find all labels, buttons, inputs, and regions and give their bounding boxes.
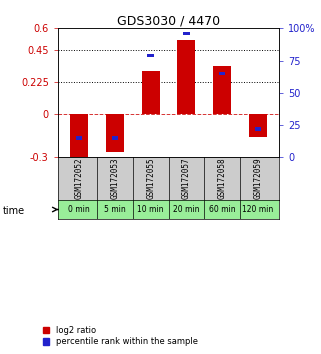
Bar: [255, 127, 261, 131]
Text: 0 min: 0 min: [68, 205, 90, 214]
Title: GDS3030 / 4470: GDS3030 / 4470: [117, 14, 220, 27]
Text: 5 min: 5 min: [104, 205, 126, 214]
Text: GSM172058: GSM172058: [218, 158, 227, 199]
Text: 10 min: 10 min: [137, 205, 164, 214]
Bar: [178, 40, 195, 114]
Bar: [213, 65, 231, 114]
Bar: [142, 71, 160, 114]
Bar: [249, 114, 267, 137]
Text: time: time: [3, 206, 25, 216]
Text: GSM172053: GSM172053: [110, 158, 119, 199]
Bar: [106, 114, 124, 152]
Bar: [76, 136, 82, 139]
Legend: log2 ratio, percentile rank within the sample: log2 ratio, percentile rank within the s…: [43, 326, 198, 346]
Bar: [219, 72, 225, 75]
Text: GSM172052: GSM172052: [75, 158, 84, 199]
Bar: [183, 32, 190, 35]
Bar: [112, 136, 118, 139]
Bar: [70, 114, 88, 160]
Bar: [147, 54, 154, 57]
Text: 60 min: 60 min: [209, 205, 235, 214]
Text: 20 min: 20 min: [173, 205, 200, 214]
Text: GSM172059: GSM172059: [253, 158, 262, 199]
Text: 120 min: 120 min: [242, 205, 273, 214]
Text: GSM172057: GSM172057: [182, 158, 191, 199]
Text: GSM172055: GSM172055: [146, 158, 155, 199]
